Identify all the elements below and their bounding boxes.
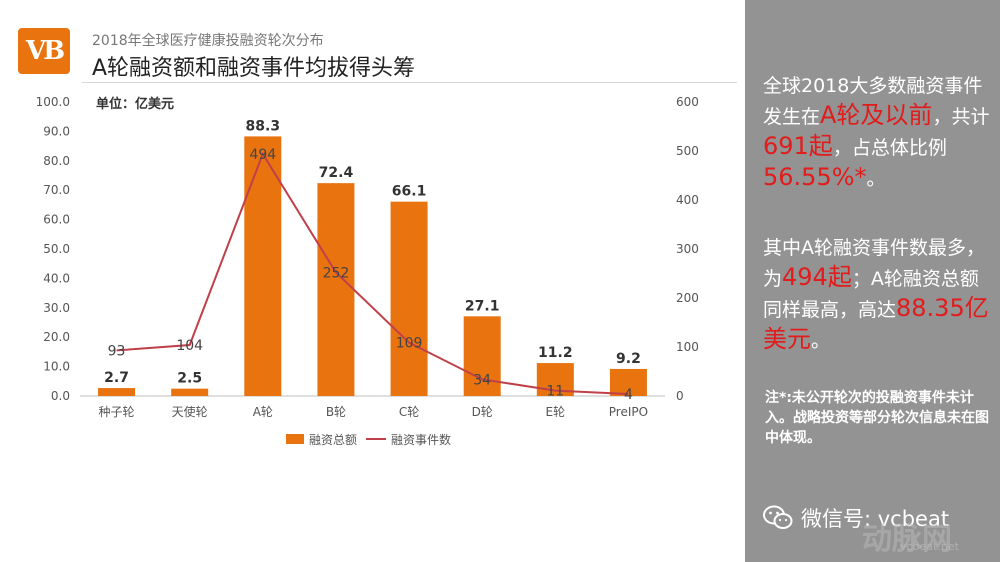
x-tick-label: A轮 bbox=[253, 405, 273, 419]
vcbeat-logo: VB bbox=[18, 28, 70, 74]
y-left-tick-label: 40.0 bbox=[43, 271, 70, 285]
y-right-tick-label: 300 bbox=[676, 242, 699, 256]
y-left-tick-label: 50.0 bbox=[43, 242, 70, 256]
bar-financing-amount bbox=[609, 368, 647, 396]
slide-title: A轮融资额和融资事件均拔得头筹 bbox=[92, 56, 416, 81]
title-divider bbox=[82, 82, 737, 83]
chart-panel: VB 2018年全球医疗健康投融资轮次分布 A轮融资额和融资事件均拔得头筹 bbox=[18, 28, 737, 83]
x-tick-label: 种子轮 bbox=[99, 405, 135, 419]
bar-financing-amount bbox=[317, 183, 355, 396]
legend-label-line: 融资事件数 bbox=[391, 432, 451, 447]
y-left-tick-label: 30.0 bbox=[43, 301, 70, 315]
legend-swatch-bar bbox=[286, 434, 304, 444]
summary-paragraph-1: 全球2018大多数融资事件发生在A轮及以前，共计 691起，占总体比例 56.55%… bbox=[763, 72, 990, 194]
summary-2-text-2: ；A轮融资总额同样最高，高达 bbox=[763, 268, 979, 321]
footnote: 注*:未公开轮次的投融资事件未计入。战略投资等部分轮次信息未在图中体现。 bbox=[765, 390, 989, 446]
y-left-tick-label: 90.0 bbox=[43, 124, 70, 138]
y-right-tick-label: 100 bbox=[676, 340, 699, 354]
line-value-label: 4 bbox=[624, 387, 633, 403]
y-left-tick-label: 100.0 bbox=[36, 95, 70, 109]
logo-text: VB bbox=[25, 36, 65, 66]
y-left-tick-label: 70.0 bbox=[43, 183, 70, 197]
wechat-label: 微信号: vcbeat bbox=[801, 507, 950, 531]
line-value-label: 104 bbox=[176, 338, 203, 354]
bar-value-label: 2.7 bbox=[104, 370, 129, 386]
line-value-label: 34 bbox=[473, 372, 491, 388]
x-tick-label: PreIPO bbox=[609, 405, 648, 419]
bar-value-label: 9.2 bbox=[616, 351, 641, 367]
line-value-label: 494 bbox=[249, 147, 276, 163]
wechat-icon bbox=[763, 505, 793, 529]
line-value-label: 109 bbox=[396, 336, 423, 352]
summary-2-text-1: 其中A轮融资事件数最多，为 bbox=[763, 237, 985, 290]
slide-subtitle: 2018年全球医疗健康投融资轮次分布 bbox=[92, 33, 324, 49]
watermark: 动脉网 bbox=[862, 522, 952, 557]
x-tick-label: B轮 bbox=[326, 405, 346, 419]
y-left-tick-label: 20.0 bbox=[43, 330, 70, 344]
summary-2-text-3: 。 bbox=[811, 330, 831, 352]
bar-value-label: 11.2 bbox=[538, 345, 573, 361]
bar-financing-amount bbox=[244, 136, 282, 396]
line-value-label: 252 bbox=[323, 266, 350, 282]
x-tick-label: 天使轮 bbox=[172, 404, 208, 419]
y-left-tick-label: 0.0 bbox=[51, 389, 70, 403]
summary-1-highlight-1: A轮及以前 bbox=[820, 101, 933, 129]
bar-value-label: 2.5 bbox=[177, 371, 202, 387]
bar-financing-amount bbox=[463, 316, 501, 396]
unit-label: 单位：亿美元 bbox=[96, 96, 174, 112]
bar-value-label: 88.3 bbox=[246, 118, 281, 134]
summary-paragraph-2: 其中A轮融资事件数最多，为494起；A轮融资总额同样最高，高达88.35亿美元。 bbox=[763, 234, 990, 356]
line-value-label: 93 bbox=[108, 343, 126, 359]
summary-panel: 全球2018大多数融资事件发生在A轮及以前，共计 691起，占总体比例 56.55%… bbox=[745, 0, 1000, 562]
bar-value-label: 27.1 bbox=[465, 298, 500, 314]
bar-value-label: 72.4 bbox=[319, 165, 354, 181]
x-tick-label: C轮 bbox=[399, 405, 419, 419]
y-left-tick-label: 60.0 bbox=[43, 213, 70, 227]
y-right-tick-label: 0 bbox=[676, 389, 684, 403]
y-right-tick-label: 200 bbox=[676, 291, 699, 305]
line-value-label: 11 bbox=[546, 384, 564, 400]
summary-1-text-1: 全球2018大多数融资事件发生在 bbox=[763, 75, 983, 128]
y-right-tick-label: 600 bbox=[676, 95, 699, 109]
bar-financing-amount bbox=[171, 388, 209, 396]
summary-2-highlight-2: 88.35亿美元 bbox=[763, 294, 989, 353]
bar-financing-amount bbox=[98, 388, 136, 396]
line-event-count bbox=[116, 151, 629, 396]
y-left-tick-label: 80.0 bbox=[43, 154, 70, 168]
y-left-tick-label: 10.0 bbox=[43, 360, 70, 374]
y-right-tick-label: 500 bbox=[676, 144, 699, 158]
summary-1-highlight-2: 691起 bbox=[763, 132, 833, 160]
summary-1-text-4: 。 bbox=[866, 168, 886, 190]
watermark-url: vcbeat.net bbox=[900, 540, 959, 553]
summary-1-text-3: ，占总体比例 bbox=[832, 137, 947, 159]
bar-value-label: 66.1 bbox=[392, 184, 427, 200]
summary-1-text-2: ，共计 bbox=[932, 106, 990, 128]
summary-1-highlight-3: 56.55%* bbox=[763, 163, 867, 191]
x-tick-label: E轮 bbox=[546, 405, 566, 419]
bar-financing-amount bbox=[390, 201, 428, 396]
y-right-tick-label: 400 bbox=[676, 193, 699, 207]
x-tick-label: D轮 bbox=[472, 405, 493, 419]
summary-2-highlight-1: 494起 bbox=[782, 263, 852, 291]
wechat-id: 微信号: vcbeat bbox=[763, 503, 949, 533]
legend-label-bar: 融资总额 bbox=[309, 433, 357, 447]
financing-round-chart: 0.0 10.0 20.0 30.0 40.0 50.0 60.0 70.0 80.0 90.0 1… bbox=[36, 95, 699, 447]
